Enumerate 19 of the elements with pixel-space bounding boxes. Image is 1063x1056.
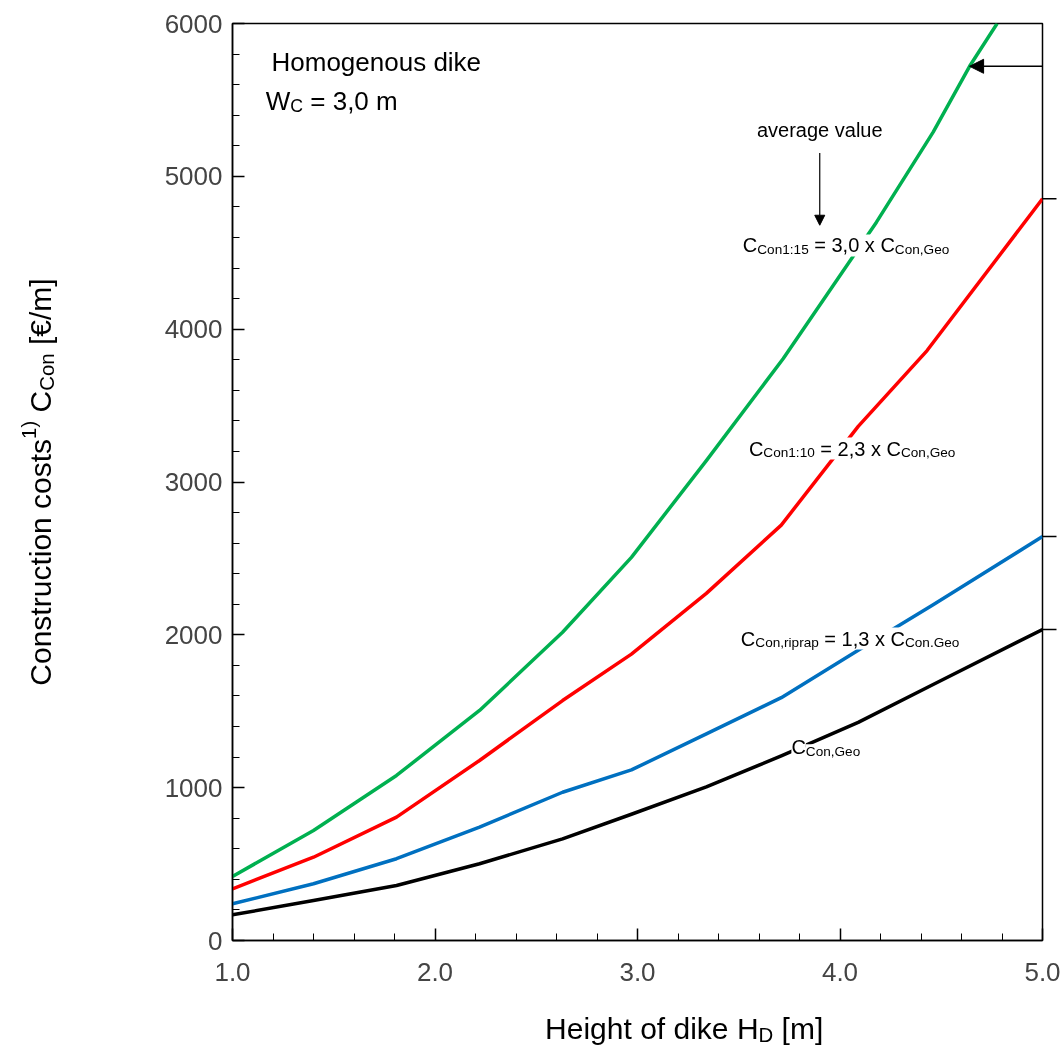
annotation: average value bbox=[756, 119, 883, 142]
annotation: WC = 3,0 m bbox=[265, 85, 398, 117]
x-tick-label: 1.0 bbox=[214, 956, 251, 987]
y-axis-title: Construction costs1) CCon [€/m] bbox=[17, 278, 59, 686]
line-series bbox=[232, 23, 999, 879]
y-tick-label: 4000 bbox=[164, 314, 223, 345]
x-tick-label: 5.0 bbox=[1024, 956, 1061, 987]
x-tick-label: 2.0 bbox=[416, 956, 454, 987]
line-series bbox=[232, 197, 1043, 891]
x-tick-label: 4.0 bbox=[821, 956, 859, 987]
line-series bbox=[232, 534, 1043, 906]
annotation: Homogenous dike bbox=[271, 47, 482, 78]
y-tick-label: 5000 bbox=[164, 161, 223, 192]
x-tick-label: 3.0 bbox=[619, 956, 656, 987]
y-tick-label: 6000 bbox=[164, 8, 223, 39]
y-tick-label: 0 bbox=[208, 925, 223, 956]
y-tick-label: 2000 bbox=[164, 619, 223, 650]
y-tick-label: 3000 bbox=[164, 467, 223, 497]
y-tick-label: 1000 bbox=[164, 772, 223, 803]
